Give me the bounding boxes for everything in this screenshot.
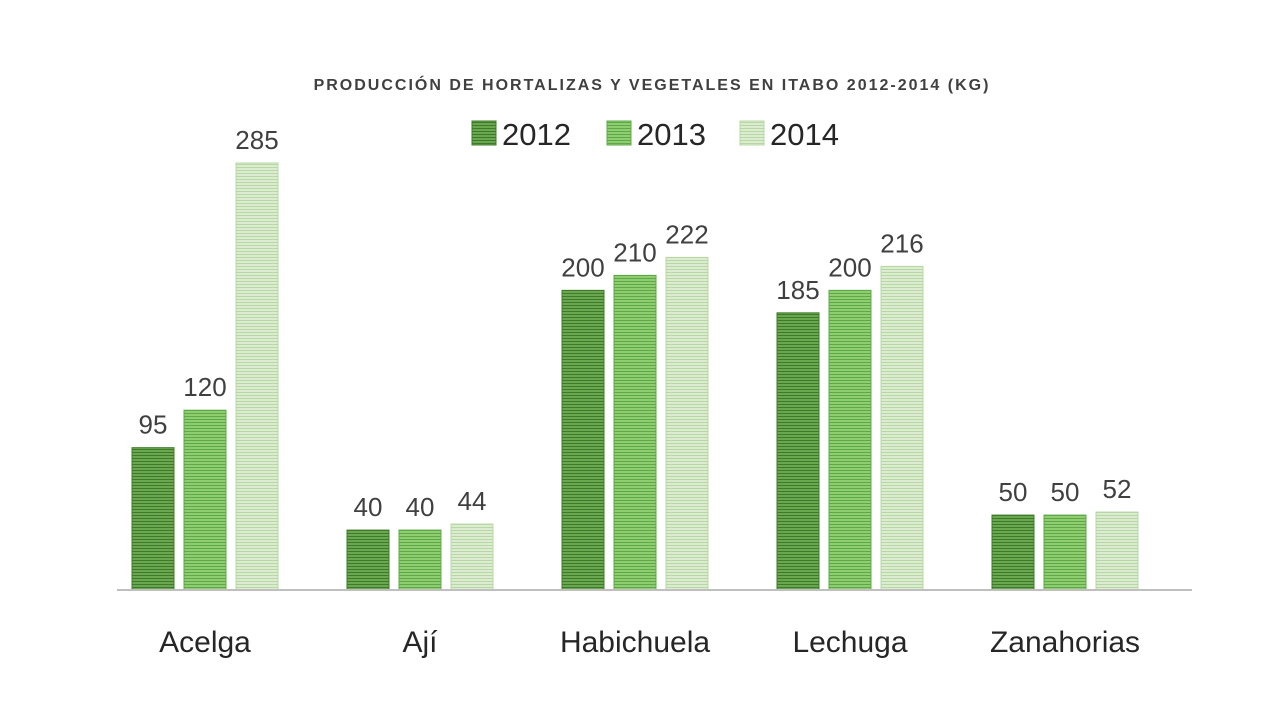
legend-swatch-2012	[471, 120, 497, 146]
bar-ají-2014	[450, 523, 494, 591]
value-label-zanahorias-2013: 50	[1051, 477, 1080, 507]
value-label-lechuga-2012: 185	[776, 275, 819, 305]
legend-swatch-2013	[606, 120, 632, 146]
bar-habichuela-2012	[561, 289, 605, 591]
value-label-habichuela-2013: 210	[613, 237, 656, 267]
legend-label-2014: 2014	[770, 117, 839, 152]
value-label-habichuela-2012: 200	[561, 252, 604, 282]
category-label-zanahorias: Zanahorias	[990, 626, 1140, 659]
value-label-ají-2012: 40	[354, 492, 383, 522]
category-label-acelga: Acelga	[159, 626, 251, 659]
legend-label-2013: 2013	[637, 117, 706, 152]
value-label-habichuela-2014: 222	[665, 219, 708, 249]
value-label-acelga-2014: 285	[235, 125, 278, 155]
category-labels-group: Acelga Ají Habichuela Lechuga Zanahorias	[159, 626, 1140, 659]
bar-zanahorias-2012	[991, 514, 1035, 591]
value-label-acelga-2012: 95	[139, 410, 168, 440]
value-label-zanahorias-2014: 52	[1103, 474, 1132, 504]
bar-habichuela-2014	[665, 256, 709, 591]
bar-ají-2013	[398, 529, 442, 591]
value-labels-group: 95 120 285 40 40 44 200 210 222 185 200 216 50 50 52	[139, 125, 1132, 522]
bar-zanahorias-2013	[1043, 514, 1087, 591]
category-label-lechuga: Lechuga	[792, 626, 907, 659]
bar-acelga-2013	[183, 409, 227, 591]
value-label-zanahorias-2012: 50	[999, 477, 1028, 507]
bars-group	[131, 162, 1139, 591]
bar-lechuga-2012	[776, 312, 820, 591]
bar-acelga-2012	[131, 447, 175, 591]
bar-ají-2012	[346, 529, 390, 591]
chart-title: PRODUCCIÓN DE HORTALIZAS Y VEGETALES EN …	[314, 75, 991, 94]
bar-acelga-2014	[235, 162, 279, 591]
category-label-habichuela: Habichuela	[560, 626, 710, 659]
value-label-acelga-2013: 120	[183, 372, 226, 402]
bar-zanahorias-2014	[1095, 511, 1139, 591]
category-label-ají: Ají	[402, 626, 438, 659]
value-label-lechuga-2014: 216	[880, 228, 923, 258]
value-label-ají-2014: 44	[458, 486, 487, 516]
legend: 2012 2013 2014	[471, 117, 839, 152]
value-label-ají-2013: 40	[406, 492, 435, 522]
bar-lechuga-2014	[880, 265, 924, 591]
legend-label-2012: 2012	[502, 117, 571, 152]
legend-swatch-2014	[739, 120, 765, 146]
bar-lechuga-2013	[828, 289, 872, 591]
bar-habichuela-2013	[613, 274, 657, 591]
value-label-lechuga-2013: 200	[828, 252, 871, 282]
